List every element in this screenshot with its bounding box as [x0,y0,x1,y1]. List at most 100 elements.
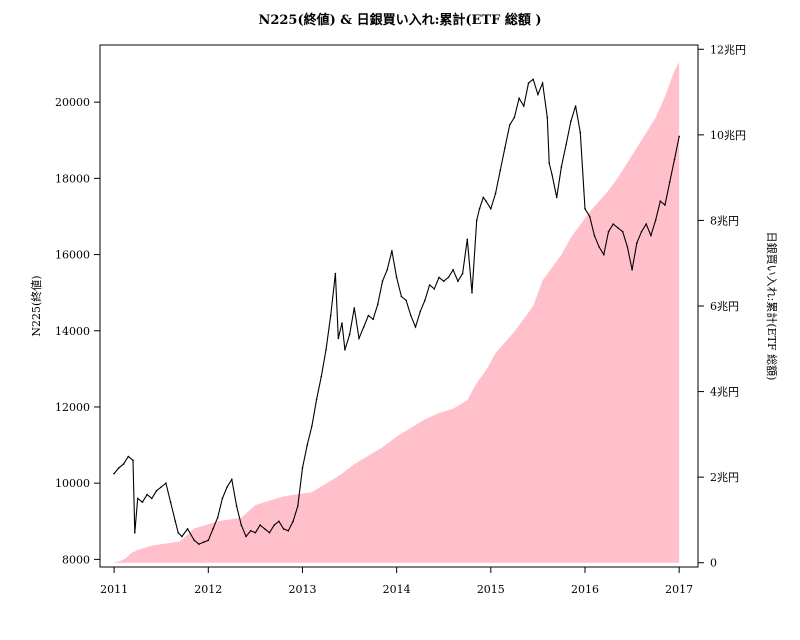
n225-point [264,528,266,530]
n225-point [428,284,431,286]
n225-point [461,272,464,275]
n225-line-layer [113,78,680,545]
n225-point [292,520,294,523]
n225-point [541,82,544,84]
n225-point [254,531,257,534]
n225-point [494,192,497,195]
n225-point [325,349,327,351]
n225-point [122,463,125,465]
n225-point [551,173,553,176]
n225-point [405,299,407,302]
n225-point [358,337,360,340]
n225-point [221,497,224,500]
n225-point [226,486,228,488]
n225-point [612,223,614,225]
n225-point [419,310,422,313]
n225-point [598,246,600,248]
n225-point [579,131,582,134]
n225-point [447,276,450,279]
n225-point [160,486,162,488]
n225-point [367,314,370,317]
n225-point [678,135,680,138]
n225-point [334,272,337,275]
n225-point [466,238,469,241]
cumulative-purchase-area [112,62,680,563]
n225-point [593,234,596,237]
y-right-tick-label: 12兆円 [710,43,746,56]
n225-point [216,516,219,519]
x-axis: 2011 2012 2013 2014 2015 2016 2017 [100,566,693,596]
y-left-tick-label: 10000 [55,477,90,490]
n225-point [654,219,657,222]
n225-point [532,78,534,81]
y-left-tick-label: 18000 [55,172,90,185]
cumulative-purchase-area-layer [112,62,680,563]
n225-point [381,280,384,283]
n225-point [372,318,374,321]
n225-point [362,326,365,328]
n225-point [617,227,619,229]
y-left-tick-label: 8000 [62,553,90,566]
n225-point [442,280,445,283]
n225-point [523,105,525,107]
n225-point [245,535,247,538]
n225-point [391,250,393,252]
n225-point [414,326,417,328]
y-left-tick-label: 20000 [55,96,90,109]
n225-point [546,116,549,119]
n225-point [482,196,485,199]
x-tick-label: 2011 [100,583,128,596]
n225-point [471,291,473,294]
n225-point [353,307,356,309]
n225-point [574,105,577,107]
n225-point [301,467,304,469]
n225-point [377,303,379,305]
n225-point [141,501,144,504]
y-right-tick-label: 8兆円 [710,214,739,227]
y-axis-right-title: 日銀買い入れ:累計(ETF 総額) [765,232,779,381]
y-right-tick-label: 6兆円 [710,300,739,313]
n225-point [438,276,440,279]
n225-point [603,253,605,256]
n225-point [504,147,506,149]
y-axis-left: 8000 10000 12000 14000 16000 18000 20000 [55,96,100,566]
x-tick-label: 2016 [571,583,599,596]
y-axis-right: 0 2兆円 4兆円 6兆円 8兆円 10兆円 12兆円 [698,43,746,570]
x-tick-label: 2015 [477,583,505,596]
x-tick-label: 2014 [383,583,411,596]
n225-point [136,497,139,500]
n225-point [537,93,539,96]
n225-point [348,333,351,336]
n225-point [127,455,130,458]
n225-point [588,215,591,218]
n225-point [118,467,120,469]
n225-point [311,425,313,427]
n225-point [664,204,666,206]
n225-point [475,219,478,222]
n225-point [548,162,550,164]
n225-point [645,223,647,225]
n225-point [490,208,492,210]
n225-point [386,269,389,271]
n225-point [570,120,572,122]
n225-point [457,280,459,283]
y-axis-left-title: N225(終値) [29,275,43,336]
n225-point [478,208,481,210]
n225-point [207,539,210,542]
n225-point [395,276,398,279]
n225-point [341,322,343,324]
n225-point [452,269,454,271]
n225-point [485,200,487,202]
n225-point [337,337,340,340]
y-right-tick-label: 0 [710,557,717,570]
y-left-tick-label: 14000 [55,325,90,338]
chart-title: N225(終値) & 日銀買い入れ:累計(ETF 総額 ) [258,12,541,28]
y-right-tick-label: 10兆円 [710,129,746,142]
n225-point [169,501,172,504]
y-right-tick-label: 4兆円 [710,386,739,399]
n225-point [508,124,511,126]
x-tick-label: 2012 [194,583,222,596]
n225-point [202,541,205,543]
n225-point [329,314,332,317]
n225-point [151,497,153,500]
